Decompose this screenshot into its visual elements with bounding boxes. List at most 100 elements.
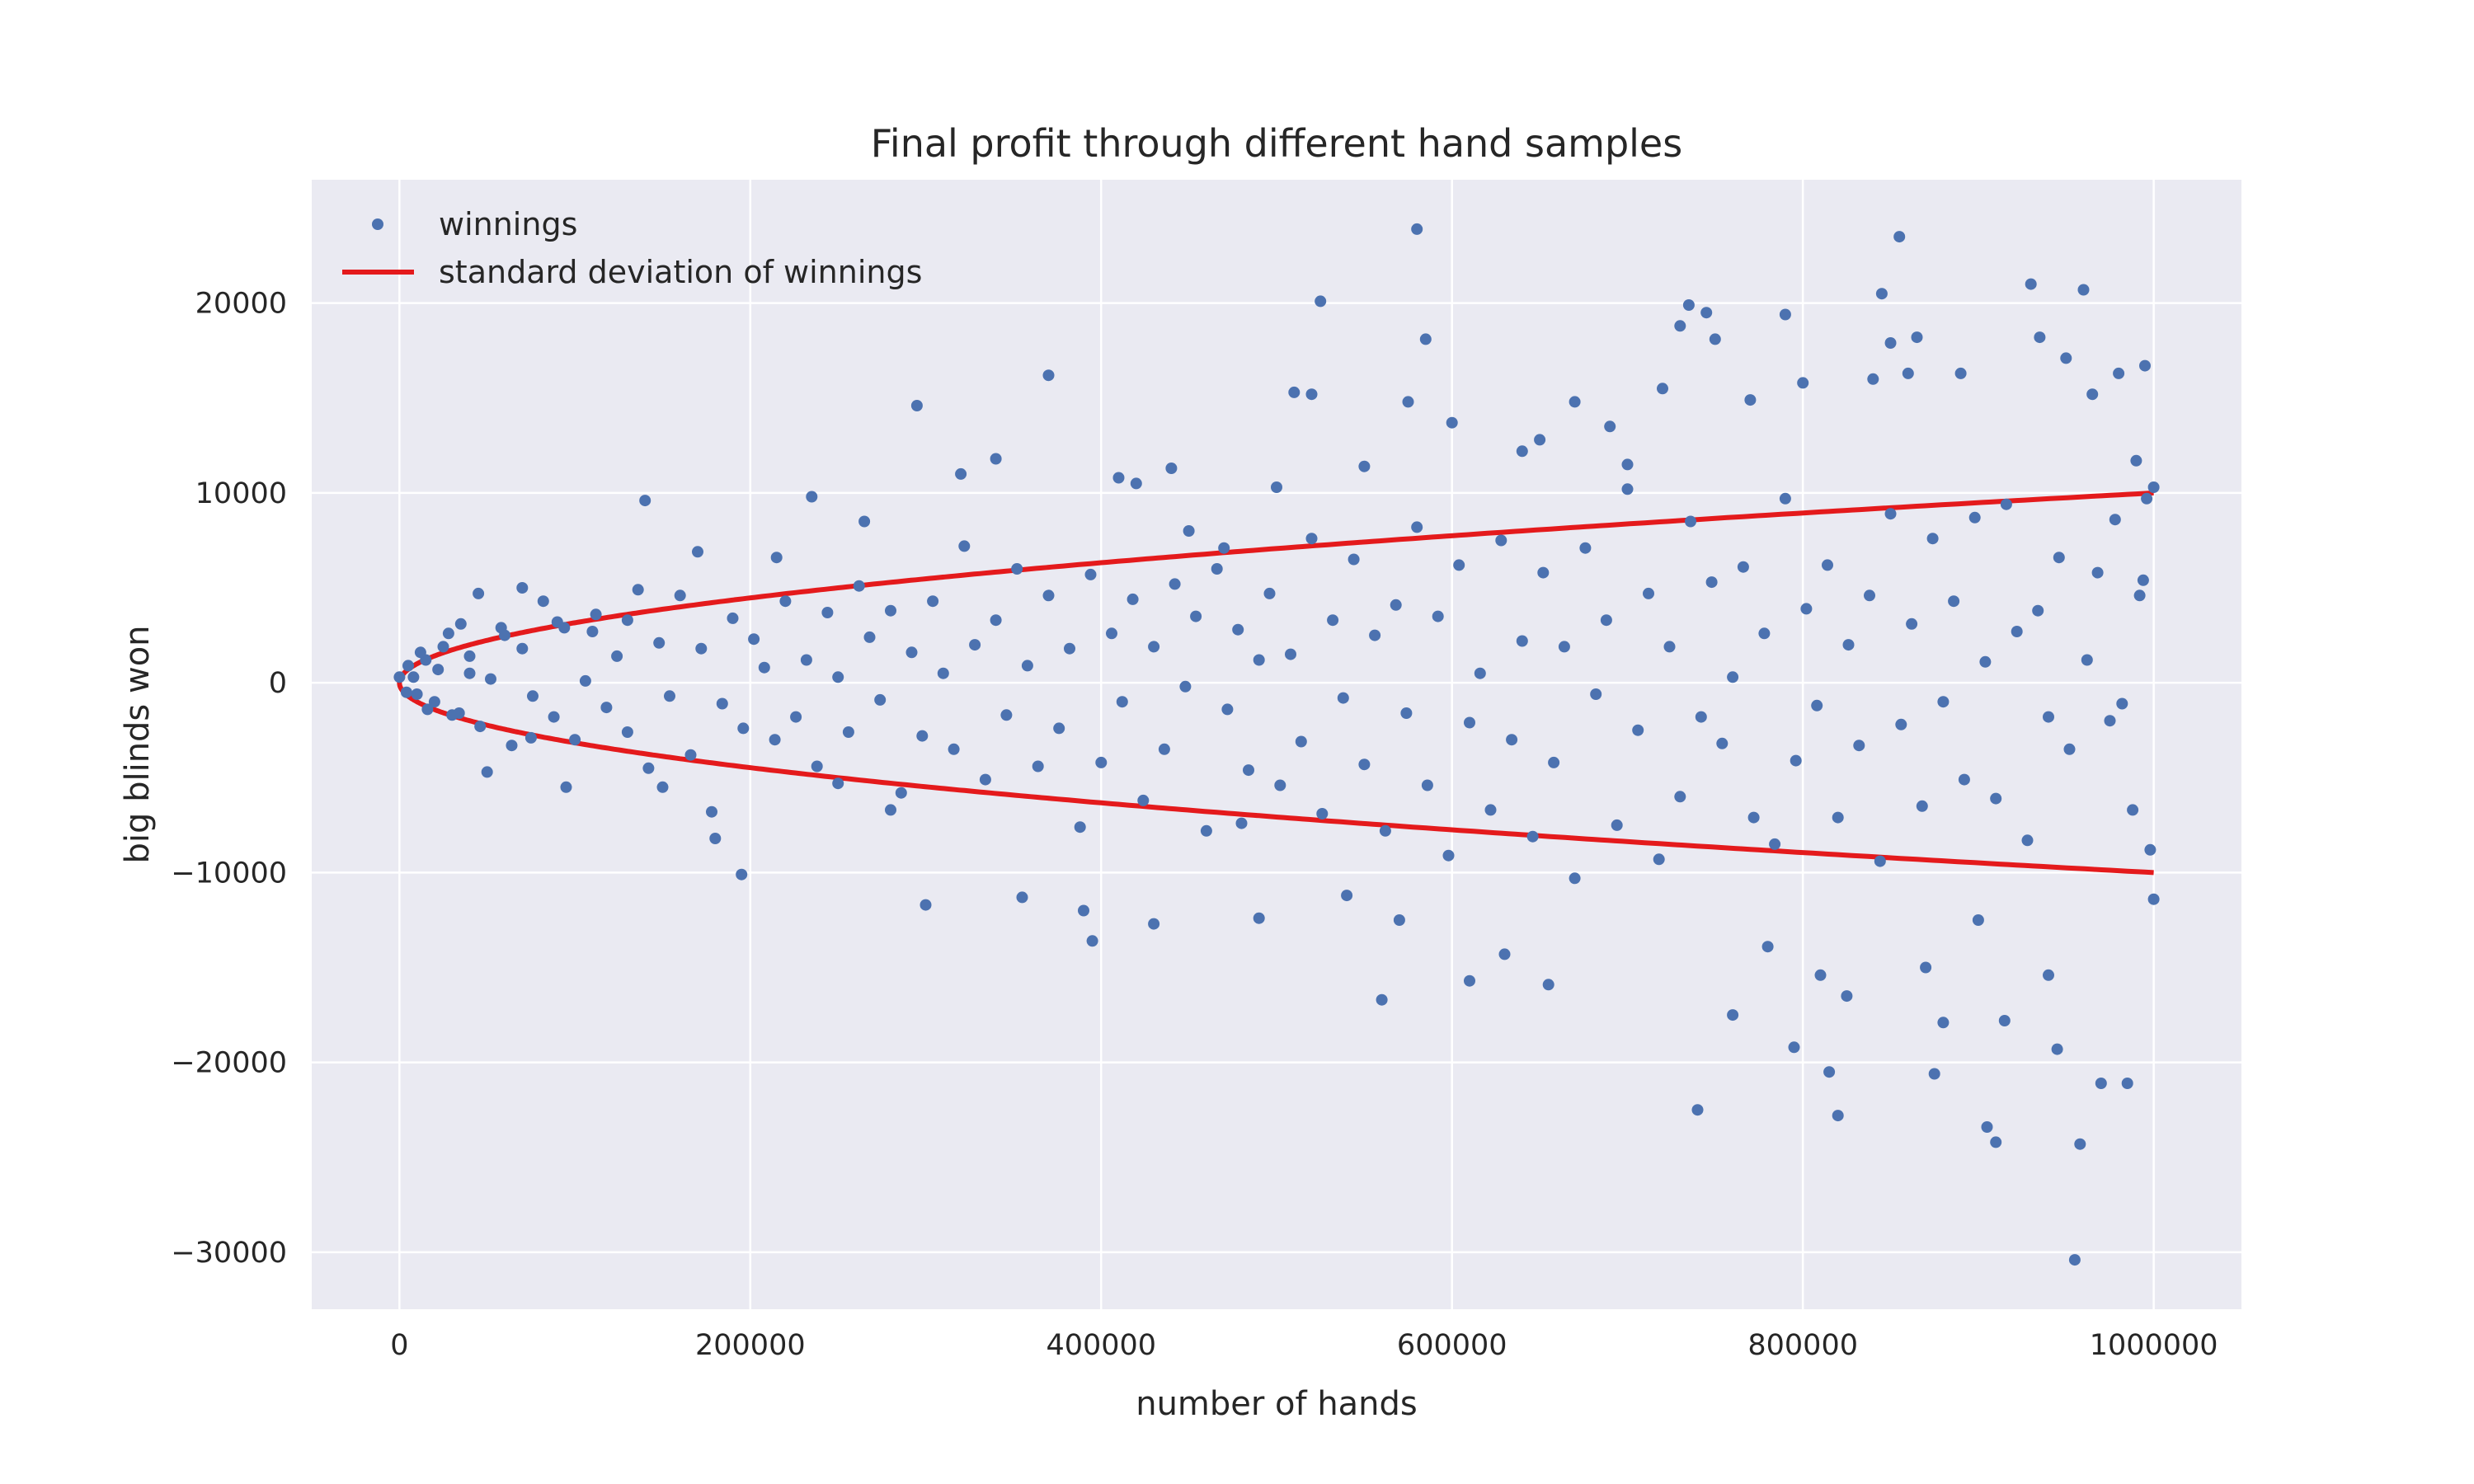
data-point	[1183, 525, 1195, 537]
data-point	[1011, 563, 1023, 575]
data-point	[2074, 1138, 2086, 1150]
data-point	[1875, 288, 1888, 300]
data-point	[1981, 1121, 1993, 1133]
data-point	[1253, 912, 1265, 924]
data-point	[1841, 990, 1853, 1003]
data-point	[1695, 711, 1707, 723]
data-point	[895, 787, 907, 799]
data-point	[1790, 754, 1802, 767]
data-point	[2034, 331, 2046, 344]
data-point	[1464, 974, 1475, 987]
data-point	[1937, 696, 1950, 708]
data-point	[1700, 307, 1713, 319]
x-tick-label: 1000000	[2090, 1329, 2218, 1362]
data-point	[1358, 758, 1371, 771]
data-point	[1569, 872, 1581, 885]
data-point	[1800, 603, 1813, 615]
data-point	[990, 614, 1002, 627]
data-point	[1867, 373, 1879, 385]
data-point	[1274, 779, 1286, 791]
data-point	[674, 589, 686, 602]
data-point	[2095, 1078, 2107, 1089]
data-point	[1534, 434, 1546, 446]
data-point	[516, 642, 529, 655]
data-point	[1484, 804, 1497, 816]
data-point	[1179, 680, 1192, 693]
data-point	[558, 622, 571, 634]
data-point	[548, 711, 560, 723]
data-point	[1958, 773, 1970, 786]
data-point	[1937, 1017, 1950, 1029]
data-point	[937, 667, 949, 679]
data-point	[1376, 993, 1388, 1006]
data-point	[2077, 284, 2090, 296]
data-point	[579, 674, 591, 687]
data-point	[1327, 614, 1339, 627]
data-point	[2091, 566, 2104, 579]
data-point	[716, 697, 728, 710]
data-point	[1822, 559, 1833, 571]
data-point	[1271, 481, 1282, 493]
data-point	[1106, 627, 1117, 640]
data-point	[2139, 359, 2151, 372]
data-point	[1095, 756, 1108, 768]
data-point	[1954, 367, 1967, 379]
data-point	[958, 540, 971, 552]
data-point	[920, 899, 932, 911]
data-point	[1084, 568, 1097, 580]
data-point	[2127, 804, 2139, 816]
data-point	[1779, 492, 1791, 505]
data-point	[874, 693, 887, 706]
data-point	[1990, 792, 2002, 805]
data-point	[1884, 508, 1897, 520]
data-point	[1078, 904, 1089, 917]
data-point	[706, 805, 717, 818]
data-point	[1158, 743, 1170, 755]
data-point	[1744, 394, 1757, 406]
data-point	[1126, 593, 1139, 605]
data-point	[2147, 481, 2160, 493]
data-point	[832, 777, 844, 790]
data-point	[2063, 743, 2076, 755]
data-point	[1926, 533, 1939, 545]
data-point	[1221, 703, 1234, 716]
data-point	[2011, 626, 2023, 637]
data-point	[537, 595, 549, 608]
data-point	[1682, 299, 1695, 311]
data-point	[1590, 688, 1602, 700]
data-point	[2032, 604, 2044, 617]
data-point	[2109, 514, 2121, 526]
data-point	[1243, 764, 1254, 777]
data-point	[916, 730, 929, 742]
data-point	[1130, 477, 1142, 490]
data-point	[600, 702, 613, 714]
data-point	[1814, 969, 1827, 981]
data-point	[1902, 367, 1914, 379]
data-point	[437, 641, 449, 653]
data-point	[1761, 941, 1774, 953]
data-point	[664, 690, 675, 702]
data-point	[527, 690, 539, 702]
data-point	[1453, 559, 1465, 571]
data-point	[1893, 231, 1906, 243]
data-point	[2053, 552, 2065, 564]
data-point	[863, 631, 876, 643]
data-point	[692, 546, 703, 558]
data-point	[1442, 849, 1455, 862]
data-point	[1305, 388, 1318, 401]
data-point	[1884, 337, 1897, 349]
data-point	[1288, 386, 1300, 398]
x-tick-labels: 0 200000 400000 600000 800000 1000000	[390, 1329, 2218, 1362]
y-tick-label: −30000	[171, 1237, 287, 1270]
data-point	[1190, 610, 1202, 622]
y-tick-label: 10000	[195, 477, 287, 510]
data-point	[2025, 278, 2037, 290]
data-point	[1916, 800, 1928, 812]
data-point	[1972, 914, 1984, 926]
data-point	[1674, 320, 1686, 332]
data-point	[1516, 445, 1528, 458]
x-tick-label: 200000	[695, 1329, 806, 1362]
data-point	[1874, 855, 1886, 867]
data-point	[1621, 483, 1634, 495]
data-point	[1421, 779, 1433, 791]
